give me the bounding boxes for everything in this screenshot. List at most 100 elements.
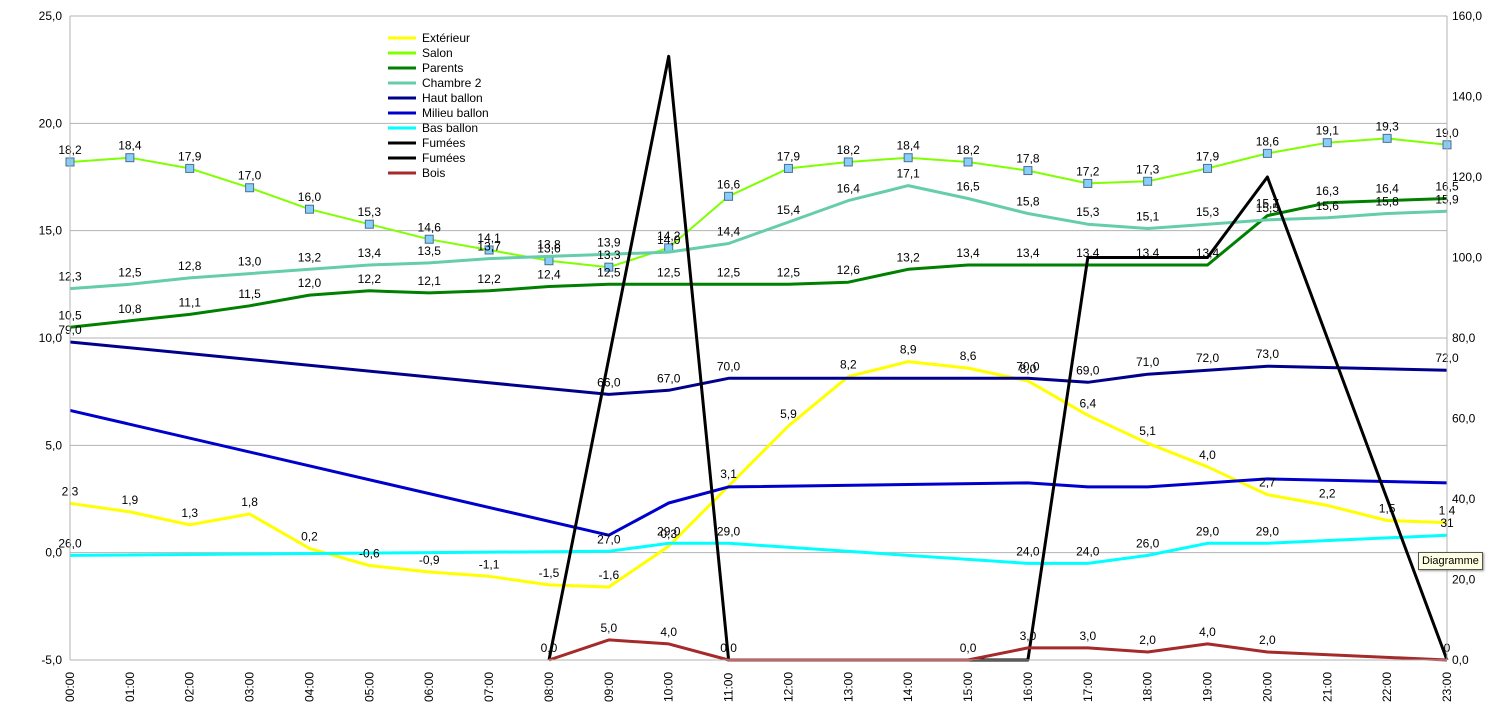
data-label: 12,2 <box>477 272 501 286</box>
data-label: 18,4 <box>896 139 920 153</box>
y-left-tick-label: 5,0 <box>45 438 62 452</box>
data-label: 17,9 <box>1196 149 1220 163</box>
legend-label: Extérieur <box>422 31 470 45</box>
x-tick-label: 16:00 <box>1021 672 1035 702</box>
data-label: -1,6 <box>598 568 619 582</box>
series-marker <box>424 234 434 244</box>
data-label: 0,2 <box>301 529 318 543</box>
data-label: 12,5 <box>118 265 142 279</box>
data-label: 13,7 <box>477 240 501 254</box>
data-label: 71,0 <box>1136 355 1160 369</box>
data-label: 16,5 <box>956 179 980 193</box>
data-label: 1,5 <box>1379 501 1396 515</box>
x-tick-label: 06:00 <box>422 672 436 702</box>
data-label: 18,2 <box>956 143 980 157</box>
y-right-tick-label: 100,0 <box>1452 251 1482 265</box>
data-label: 15,7 <box>1256 197 1280 211</box>
data-label: 12,1 <box>418 274 442 288</box>
data-label: 27,0 <box>597 532 621 546</box>
x-tick-label: 05:00 <box>362 672 376 702</box>
data-label: 26,0 <box>1136 536 1160 550</box>
data-label: 14,4 <box>717 225 741 239</box>
series-marker <box>1203 163 1213 173</box>
data-label: 13,9 <box>597 235 621 249</box>
data-label: 8,9 <box>900 343 917 357</box>
data-label: 8,2 <box>840 358 857 372</box>
data-label: 15,6 <box>1316 199 1340 213</box>
series-marker <box>963 157 973 167</box>
x-tick-label: 20:00 <box>1260 672 1274 702</box>
data-label: 10,8 <box>118 302 142 316</box>
data-label: 13,6 <box>537 242 561 256</box>
data-label: 16,4 <box>837 182 861 196</box>
data-label: 2,2 <box>1319 486 1336 500</box>
y-right-tick-label: 40,0 <box>1452 492 1476 506</box>
series-marker <box>245 183 255 193</box>
y-right-tick-label: 160,0 <box>1452 9 1482 23</box>
series-marker <box>903 153 913 163</box>
y-left-tick-label: 0,0 <box>45 546 62 560</box>
data-label: 29,0 <box>717 524 741 538</box>
x-tick-label: 01:00 <box>123 672 137 702</box>
data-label: 18,6 <box>1256 134 1280 148</box>
data-label: 12,4 <box>537 267 561 281</box>
series-marker <box>125 153 135 163</box>
series-marker <box>1023 166 1033 176</box>
series-line-7 <box>547 54 1449 662</box>
data-label: -0,6 <box>359 547 380 561</box>
data-label: 1,8 <box>241 495 258 509</box>
data-label: 12,5 <box>717 265 741 279</box>
data-label: 1,9 <box>122 493 139 507</box>
x-tick-label: 12:00 <box>781 672 795 702</box>
series-line-9 <box>548 638 1448 662</box>
data-label: 17,1 <box>896 167 920 181</box>
data-label: 14,6 <box>418 220 442 234</box>
data-label: 13,2 <box>896 250 920 264</box>
x-tick-label: 15:00 <box>961 672 975 702</box>
data-label: 11,1 <box>179 295 202 309</box>
data-label: 3,0 <box>1079 629 1096 643</box>
data-label: 72,0 <box>1196 351 1220 365</box>
legend-label: Haut ballon <box>422 91 483 105</box>
data-label: 18,4 <box>118 139 142 153</box>
x-tick-label: 08:00 <box>542 672 556 702</box>
data-label: 0,0 <box>960 641 977 655</box>
x-tick-label: 18:00 <box>1141 672 1155 702</box>
data-label: 16,3 <box>1316 184 1340 198</box>
y-right-tick-label: 140,0 <box>1452 90 1482 104</box>
data-label: 29,0 <box>1196 524 1220 538</box>
y-left-tick-label: 25,0 <box>39 9 63 23</box>
data-label: 13,8 <box>537 237 561 251</box>
series-marker <box>1262 148 1272 158</box>
series-marker <box>304 204 314 214</box>
data-label: 4,0 <box>1199 448 1216 462</box>
y-left-tick-label: 15,0 <box>39 224 63 238</box>
series-marker <box>1322 138 1332 148</box>
x-tick-label: 03:00 <box>243 672 257 702</box>
data-label: 15,1 <box>1136 210 1160 224</box>
series-layer <box>65 54 1452 662</box>
data-label: 29,0 <box>1256 524 1280 538</box>
y-right-tick-label: 60,0 <box>1452 412 1476 426</box>
series-marker <box>1143 176 1153 186</box>
y-left-tick-label: 20,0 <box>39 116 63 130</box>
y-right-tick-label: 0,0 <box>1452 653 1469 667</box>
legend-label: Milieu ballon <box>422 106 489 120</box>
data-label: 15,8 <box>1016 194 1040 208</box>
data-label: 17,8 <box>1016 152 1040 166</box>
data-label: -0,9 <box>419 553 440 567</box>
data-label: 1,3 <box>181 506 198 520</box>
data-label: 12,2 <box>358 272 382 286</box>
data-label: 14,0 <box>657 233 681 247</box>
series-marker <box>783 163 793 173</box>
data-label: 17,0 <box>238 169 262 183</box>
data-label: 17,9 <box>777 149 801 163</box>
data-label: 5,0 <box>600 621 617 635</box>
series-line-0 <box>69 360 1448 589</box>
data-label: -1,5 <box>539 566 560 580</box>
data-label: 13,4 <box>1016 246 1040 260</box>
x-tick-label: 07:00 <box>482 672 496 702</box>
data-label: 8,6 <box>960 349 977 363</box>
data-label: 13,4 <box>956 246 980 260</box>
